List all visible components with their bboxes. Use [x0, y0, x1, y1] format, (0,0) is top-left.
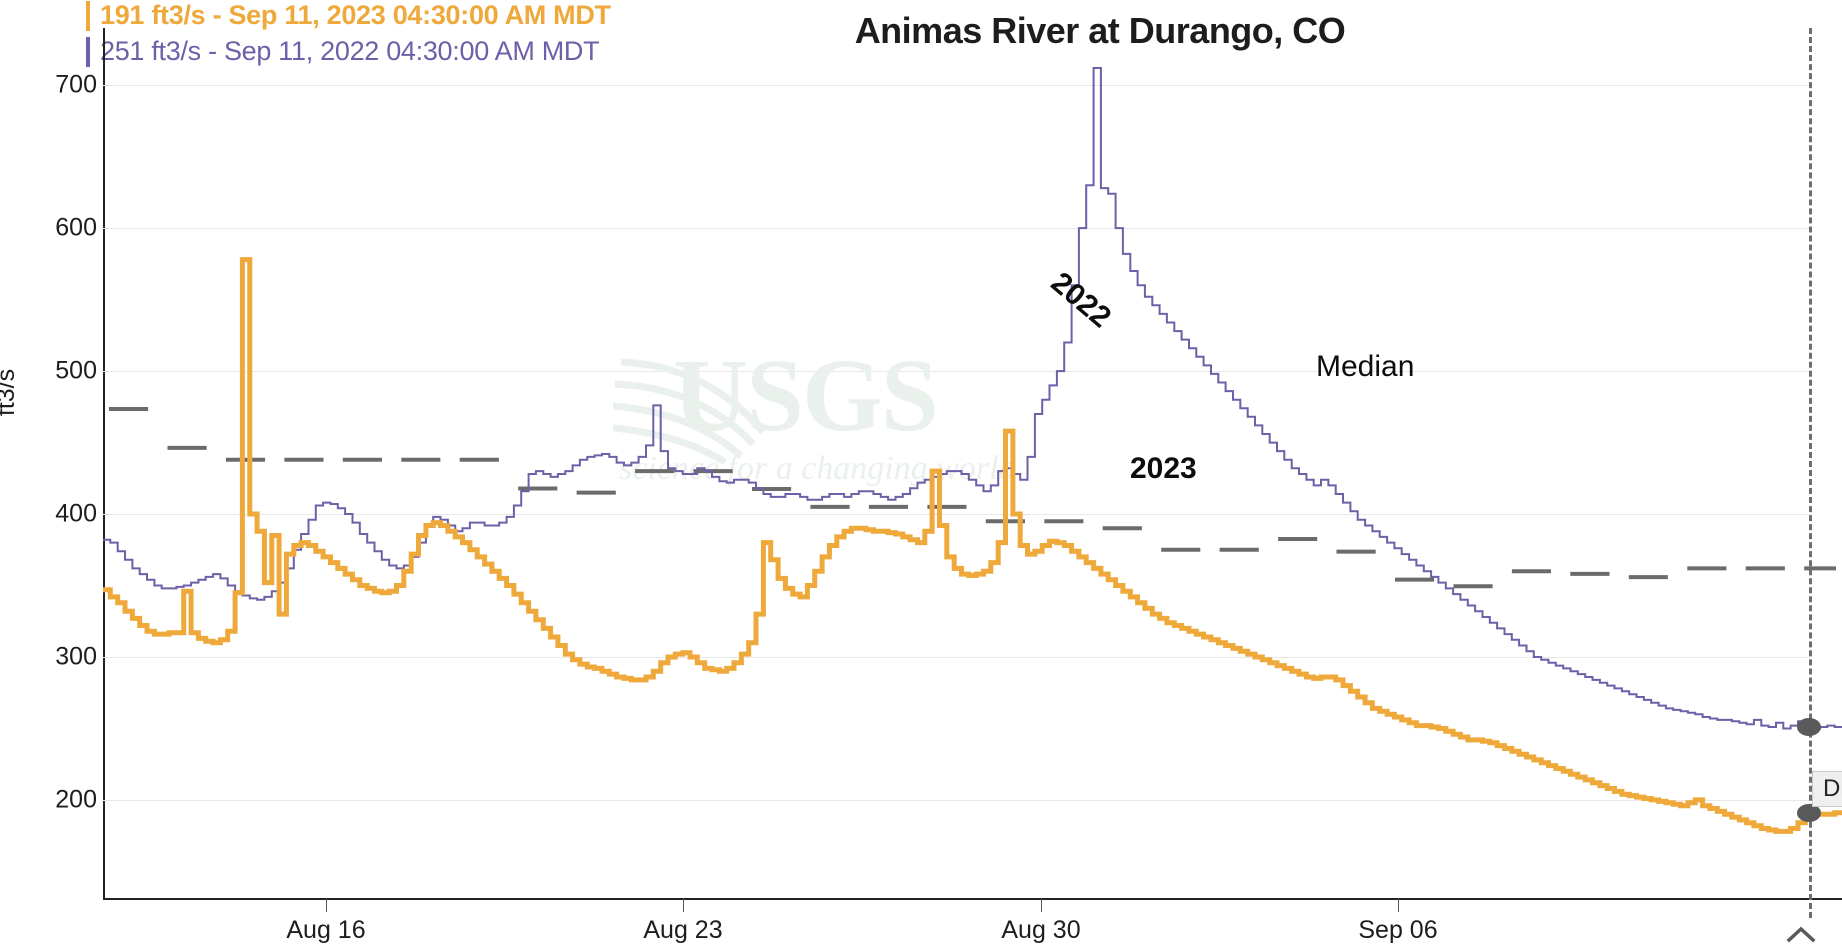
gridline [103, 85, 1810, 87]
y-axis-line [103, 28, 105, 900]
gridline [103, 657, 1810, 658]
series-canvas [103, 67, 1842, 834]
y-tick-label: 400 [55, 499, 97, 528]
plot-area[interactable]: USGS science for a changing world 2022 M… [103, 28, 1842, 944]
x-axis-line [103, 898, 1842, 900]
gridline [103, 371, 1810, 373]
x-tick-label: Aug 23 [643, 916, 723, 944]
y-tick-label: 600 [55, 213, 97, 242]
gridline [103, 514, 1810, 515]
y-tick-label: 300 [55, 642, 97, 671]
x-tick-label: Sep 06 [1358, 916, 1438, 944]
chart-legend: 191 ft3/s - Sep 11, 2023 04:30:00 AM MDT… [86, 0, 746, 80]
legend-label-prior: 251 ft3/s - Sep 11, 2022 04:30:00 AM MDT [100, 36, 600, 66]
legend-swatch-current [86, 0, 90, 31]
series-line-2022[interactable] [103, 67, 1842, 730]
y-tick-label: 500 [55, 356, 97, 385]
x-axis-tick [1041, 898, 1042, 912]
cursor-line[interactable] [1809, 28, 1812, 918]
legend-swatch-prior [86, 36, 90, 67]
x-axis-tick [326, 898, 327, 912]
legend-label-current: 191 ft3/s - Sep 11, 2023 04:30:00 AM MDT [100, 0, 611, 30]
legend-item-prior[interactable]: 251 ft3/s - Sep 11, 2022 04:30:00 AM MDT [86, 36, 600, 67]
median-series [109, 407, 1836, 589]
y-tick-label: 200 [55, 785, 97, 814]
gridline [103, 228, 1810, 230]
series-annotation-median: Median [1316, 350, 1415, 383]
series-annotation-2023: 2023 [1130, 452, 1197, 485]
chevron-up-glyph [1786, 926, 1816, 943]
cursor-dot-2022[interactable] [1797, 718, 1821, 737]
chevron-up-icon[interactable] [1781, 921, 1821, 947]
x-tick-label: Aug 30 [1001, 916, 1081, 944]
tooltip-label: Di [1823, 775, 1842, 802]
cursor-dot-2023[interactable] [1797, 803, 1821, 822]
x-axis-tick [1398, 898, 1399, 912]
series-line-2023[interactable] [103, 257, 1842, 834]
y-axis-labels: ft3/s 200 300 400 500 600 700 [0, 28, 97, 900]
gridline [103, 799, 1810, 801]
x-axis-tick [683, 898, 684, 912]
chart-title: Animas River at Durango, CO [854, 10, 1346, 51]
tooltip-box: Di [1812, 771, 1842, 807]
y-tick-label: 700 [55, 70, 97, 99]
x-tick-label: Aug 16 [286, 916, 366, 944]
legend-item-current[interactable]: 191 ft3/s - Sep 11, 2023 04:30:00 AM MDT [86, 0, 611, 31]
